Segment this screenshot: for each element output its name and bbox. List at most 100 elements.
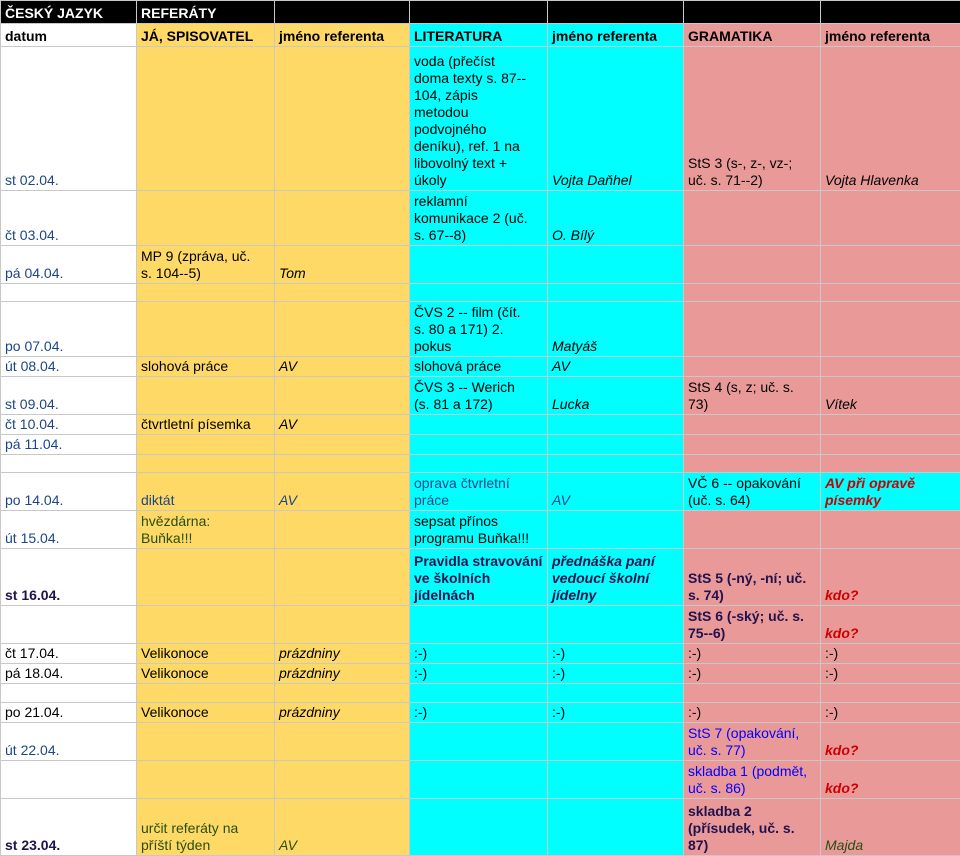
cell[interactable]	[275, 511, 410, 549]
cell[interactable]: prázdniny	[275, 664, 410, 684]
cell[interactable]: prázdniny	[275, 644, 410, 664]
cell[interactable]	[137, 47, 275, 191]
cell[interactable]: :-)	[410, 664, 548, 684]
cell[interactable]: :-)	[410, 644, 548, 664]
cell[interactable]: :-)	[548, 703, 684, 723]
cell-date[interactable]: pá 11.04.	[1, 435, 137, 455]
cell[interactable]: diktát	[137, 473, 275, 511]
cell[interactable]	[821, 302, 960, 357]
cell[interactable]	[548, 723, 684, 761]
cell-referent[interactable]: AV	[548, 473, 684, 511]
cell[interactable]	[275, 435, 410, 455]
cell[interactable]	[410, 761, 548, 799]
cell-referent[interactable]: Vítek	[821, 377, 960, 415]
cell[interactable]	[410, 415, 548, 435]
cell[interactable]	[137, 377, 275, 415]
cell[interactable]	[275, 191, 410, 246]
cell[interactable]: Velikonoce	[137, 644, 275, 664]
cell[interactable]	[137, 302, 275, 357]
cell[interactable]	[684, 455, 821, 473]
header-empty-cell[interactable]	[684, 1, 821, 24]
cell-date[interactable]: pá 04.04.	[1, 246, 137, 284]
col-header-date[interactable]: datum	[1, 24, 137, 47]
cell[interactable]	[275, 723, 410, 761]
cell-referent[interactable]: AV	[275, 473, 410, 511]
cell[interactable]	[684, 415, 821, 435]
header-empty-cell[interactable]	[275, 1, 410, 24]
col-header-referent[interactable]: jméno referenta	[821, 24, 960, 47]
cell[interactable]: Velikonoce	[137, 664, 275, 684]
cell[interactable]: skladba 2 (přísudek, uč. s. 87)	[684, 799, 821, 856]
cell[interactable]	[275, 302, 410, 357]
cell[interactable]	[548, 455, 684, 473]
cell-date[interactable]: st 02.04.	[1, 47, 137, 191]
cell-date[interactable]: st 23.04.	[1, 799, 137, 856]
cell-referent[interactable]: Tom	[275, 246, 410, 284]
cell[interactable]	[137, 684, 275, 703]
cell[interactable]	[410, 799, 548, 856]
cell[interactable]: sepsat přínos programu Buňka!!!	[410, 511, 548, 549]
cell-referent[interactable]: kdo?	[821, 606, 960, 644]
cell[interactable]	[821, 511, 960, 549]
cell[interactable]	[684, 511, 821, 549]
cell[interactable]: Velikonoce	[137, 703, 275, 723]
header-empty-cell[interactable]	[821, 1, 960, 24]
cell-date[interactable]: pá 18.04.	[1, 664, 137, 684]
cell[interactable]	[548, 761, 684, 799]
cell-referent[interactable]: Matyáš	[548, 302, 684, 357]
cell[interactable]: ČVS 2 -- film (čít. s. 80 a 171) 2. poku…	[410, 302, 548, 357]
header-subject[interactable]: ČESKÝ JAZYK	[1, 1, 137, 24]
cell[interactable]	[548, 415, 684, 435]
cell[interactable]	[548, 511, 684, 549]
cell[interactable]	[1, 761, 137, 799]
cell[interactable]	[275, 47, 410, 191]
cell[interactable]	[410, 723, 548, 761]
cell[interactable]: :-)	[684, 664, 821, 684]
cell[interactable]: StS 6 (-ský; uč. s. 75--6)	[684, 606, 821, 644]
cell[interactable]: hvězdárna: Buňka!!!	[137, 511, 275, 549]
cell[interactable]	[137, 549, 275, 606]
cell[interactable]	[137, 435, 275, 455]
cell-referent[interactable]: AV při opravě písemky	[821, 473, 960, 511]
cell[interactable]: reklamní komunikace 2 (uč. s. 67--8)	[410, 191, 548, 246]
cell[interactable]	[684, 302, 821, 357]
cell[interactable]	[548, 799, 684, 856]
cell[interactable]: VČ 6 -- opakování (uč. s. 64)	[684, 473, 821, 511]
cell[interactable]	[275, 761, 410, 799]
cell[interactable]	[137, 723, 275, 761]
cell-date[interactable]: út 15.04.	[1, 511, 137, 549]
cell[interactable]	[821, 455, 960, 473]
cell[interactable]: StS 4 (s, z; uč. s. 73)	[684, 377, 821, 415]
cell[interactable]	[137, 606, 275, 644]
cell[interactable]: StS 3 (s-, z-, vz-; uč. s. 71--2)	[684, 47, 821, 191]
cell[interactable]	[684, 435, 821, 455]
cell-date[interactable]: čt 10.04.	[1, 415, 137, 435]
cell-date[interactable]: st 16.04.	[1, 549, 137, 606]
cell-date[interactable]: čt 17.04.	[1, 644, 137, 664]
cell[interactable]	[821, 357, 960, 377]
cell[interactable]: slohová práce	[137, 357, 275, 377]
cell[interactable]	[410, 435, 548, 455]
cell[interactable]: MP 9 (zpráva, uč. s. 104--5)	[137, 246, 275, 284]
cell[interactable]	[821, 435, 960, 455]
cell[interactable]	[410, 246, 548, 284]
cell[interactable]	[548, 684, 684, 703]
cell-date[interactable]: čt 03.04.	[1, 191, 137, 246]
cell-referent[interactable]: kdo?	[821, 761, 960, 799]
cell[interactable]	[684, 357, 821, 377]
cell-referent[interactable]: AV	[275, 415, 410, 435]
cell[interactable]	[275, 684, 410, 703]
cell-referent[interactable]: kdo?	[821, 549, 960, 606]
header-empty-cell[interactable]	[410, 1, 548, 24]
cell[interactable]: :-)	[821, 664, 960, 684]
cell-referent[interactable]: Lucka	[548, 377, 684, 415]
cell[interactable]	[137, 284, 275, 302]
cell[interactable]	[821, 415, 960, 435]
cell[interactable]	[684, 246, 821, 284]
cell[interactable]	[410, 684, 548, 703]
col-header-author[interactable]: JÁ, SPISOVATEL	[137, 24, 275, 47]
col-header-referent[interactable]: jméno referenta	[275, 24, 410, 47]
cell[interactable]	[410, 455, 548, 473]
col-header-literature[interactable]: LITERATURA	[410, 24, 548, 47]
cell[interactable]	[821, 684, 960, 703]
